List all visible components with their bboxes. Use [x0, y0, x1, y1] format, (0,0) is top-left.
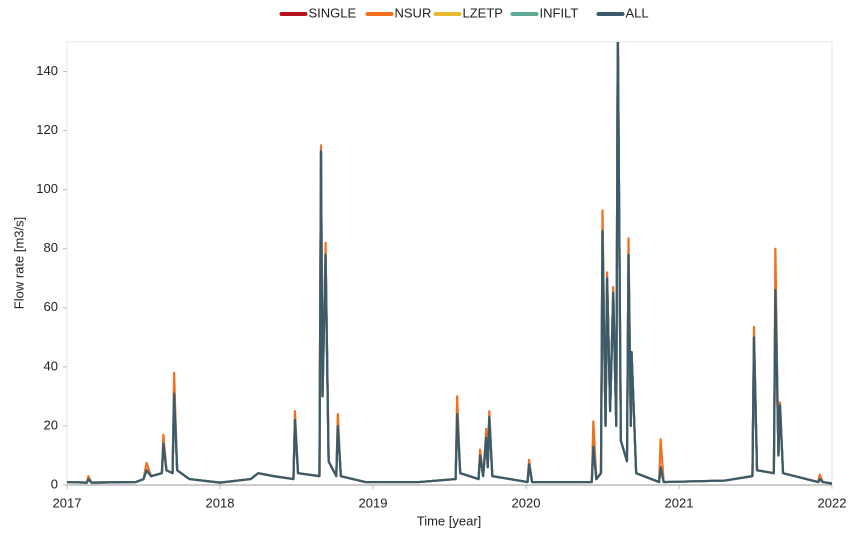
y-tick-label: 140 [36, 63, 58, 78]
series-line [67, 42, 832, 485]
legend-label: SINGLE [309, 5, 357, 20]
x-tick-label: 2020 [512, 495, 541, 510]
legend-label: ALL [626, 5, 649, 20]
plot-area [67, 42, 832, 485]
x-tick-label: 2021 [665, 495, 694, 510]
series-line [67, 42, 832, 485]
y-tick-label: 100 [36, 181, 58, 196]
legend-label: LZETP [463, 5, 503, 20]
series-line [67, 42, 832, 485]
x-tick-label: 2019 [359, 495, 388, 510]
legend-label: NSUR [395, 5, 432, 20]
y-tick-label: 0 [51, 476, 58, 491]
y-axis-label: Flow rate [m3/s] [11, 217, 26, 309]
y-tick-label: 40 [44, 358, 58, 373]
plot-frame [66, 41, 833, 486]
y-tick-label: 120 [36, 122, 58, 137]
y-tick-label: 60 [44, 299, 58, 314]
legend: SINGLE NSUR LZETP INFILT ALL [279, 5, 649, 20]
series-line [67, 42, 832, 485]
legend-label: INFILT [540, 5, 579, 20]
x-tick-label: 2017 [53, 495, 82, 510]
y-tick-label: 80 [44, 240, 58, 255]
y-tick-label: 20 [44, 417, 58, 432]
x-tick-label: 2018 [206, 495, 235, 510]
x-tick-label: 2022 [818, 495, 847, 510]
x-axis-label: Time [year] [417, 513, 482, 528]
series-line [67, 42, 832, 485]
